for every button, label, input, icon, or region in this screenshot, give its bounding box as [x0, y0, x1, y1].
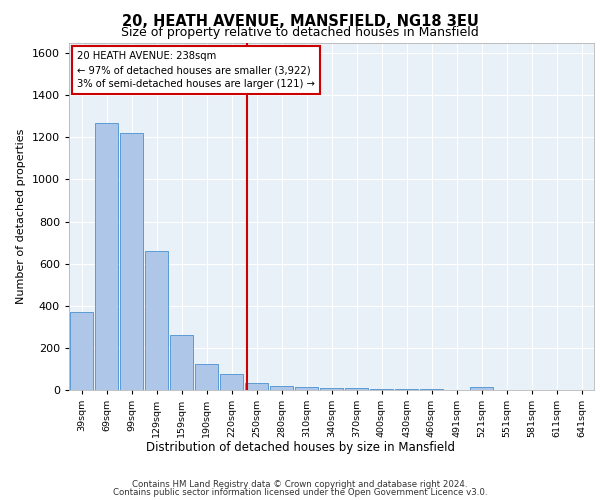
Bar: [220, 374, 244, 390]
Text: Distribution of detached houses by size in Mansfield: Distribution of detached houses by size …: [146, 441, 455, 454]
Bar: [245, 382, 268, 390]
Text: 20 HEATH AVENUE: 238sqm
← 97% of detached houses are smaller (3,922)
3% of semi-: 20 HEATH AVENUE: 238sqm ← 97% of detache…: [77, 51, 315, 89]
Y-axis label: Number of detached properties: Number of detached properties: [16, 128, 26, 304]
Text: Size of property relative to detached houses in Mansfield: Size of property relative to detached ho…: [121, 26, 479, 39]
Text: Contains public sector information licensed under the Open Government Licence v3: Contains public sector information licen…: [113, 488, 487, 497]
Bar: [395, 389, 418, 390]
Text: 20, HEATH AVENUE, MANSFIELD, NG18 3EU: 20, HEATH AVENUE, MANSFIELD, NG18 3EU: [122, 14, 478, 29]
Bar: [194, 364, 218, 390]
Bar: [370, 389, 394, 390]
Bar: [269, 386, 293, 390]
Bar: [170, 335, 193, 390]
Bar: [470, 387, 493, 390]
Bar: [119, 133, 143, 390]
Bar: [344, 388, 368, 390]
Bar: [145, 251, 169, 390]
Bar: [70, 312, 94, 390]
Bar: [295, 387, 319, 390]
Bar: [419, 389, 443, 390]
Text: Contains HM Land Registry data © Crown copyright and database right 2024.: Contains HM Land Registry data © Crown c…: [132, 480, 468, 489]
Bar: [95, 122, 118, 390]
Bar: [320, 388, 343, 390]
